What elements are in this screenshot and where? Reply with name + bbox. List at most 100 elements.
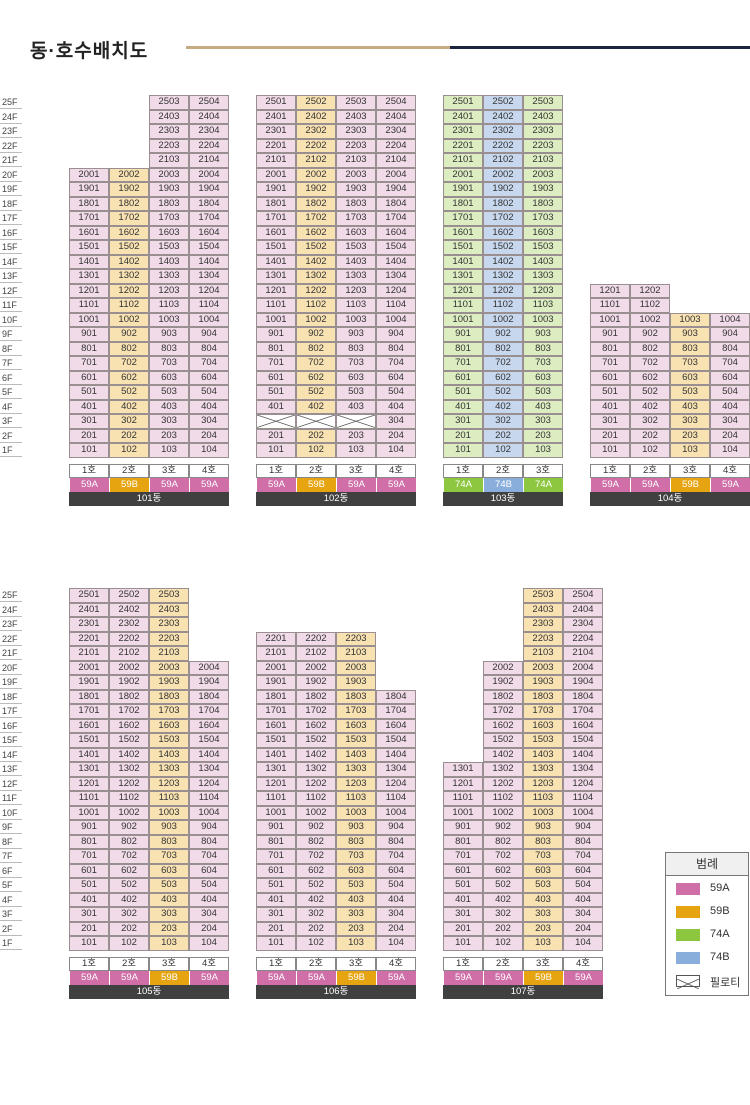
unit-cell: 901 (443, 820, 483, 835)
unit-cell: 2004 (376, 167, 416, 182)
unit-cell: 904 (189, 820, 229, 835)
unit-cell: 2504 (189, 95, 229, 110)
unit-cell: 701 (256, 356, 296, 371)
unit-cell: 204 (376, 921, 416, 936)
unit-cell: 104 (189, 936, 229, 951)
unit-cell: 1404 (189, 747, 229, 762)
line-label: 4호 (189, 463, 229, 478)
unit-cell: 1303 (149, 762, 189, 777)
unit-cell: 801 (590, 341, 630, 356)
unit-cell: 1103 (523, 298, 563, 313)
unit-cell: 1402 (109, 254, 149, 269)
unit-cell: 2001 (443, 167, 483, 182)
unit-cell: 1202 (483, 776, 523, 791)
unit-cell: 2503 (149, 95, 189, 110)
line-label: 1호 (443, 956, 483, 971)
unit-cell: 2203 (336, 138, 376, 153)
legend-swatch (676, 929, 700, 941)
unit-cell: 2503 (523, 95, 563, 110)
unit-cell: 1502 (109, 240, 149, 255)
unit-cell: 2203 (149, 631, 189, 646)
unit-cell: 1304 (563, 762, 603, 777)
unit-cell: 804 (376, 834, 416, 849)
unit-cell: 904 (376, 327, 416, 342)
line-label: 1호 (590, 463, 630, 478)
unit-cell: 1102 (296, 791, 336, 806)
unit-cell: 2101 (256, 153, 296, 168)
piloti-cross-icon (676, 975, 700, 990)
unit-cell: 1003 (336, 312, 376, 327)
line-label: 3호 (670, 463, 710, 478)
unit-cell: 101 (69, 443, 109, 458)
unit-cell: 501 (590, 385, 630, 400)
unit-cell: 1501 (69, 240, 109, 255)
unit-cell: 703 (149, 849, 189, 864)
unit-cell: 2403 (336, 109, 376, 124)
unit-cell: 704 (376, 356, 416, 371)
unit-cell: 2302 (483, 124, 523, 139)
unit-cell: 1802 (109, 689, 149, 704)
line-type-badge: 74A (443, 477, 483, 492)
unit-cell: 1303 (336, 762, 376, 777)
floor-label: 3F (0, 907, 22, 921)
unit-cell: 2301 (256, 124, 296, 139)
building-name: 102동 (256, 491, 416, 506)
unit-cell: 2002 (296, 167, 336, 182)
unit-cell: 2402 (483, 109, 523, 124)
unit-cell: 1202 (296, 776, 336, 791)
unit-cell: 1404 (376, 747, 416, 762)
unit-cell: 1001 (590, 312, 630, 327)
unit-cell: 102 (296, 443, 336, 458)
line-label: 1호 (256, 463, 296, 478)
unit-cell: 1303 (336, 269, 376, 284)
floor-label: 4F (0, 400, 22, 414)
unit-cell: 1503 (336, 733, 376, 748)
unit-cell: 604 (710, 370, 750, 385)
legend-label: 74A (710, 928, 730, 940)
unit-cell: 2202 (296, 138, 336, 153)
line-type-badge: 59A (109, 970, 149, 985)
unit-cell: 703 (670, 356, 710, 371)
unit-cell: 1504 (563, 733, 603, 748)
unit-cell: 2203 (523, 138, 563, 153)
unit-cell: 903 (149, 327, 189, 342)
floor-label: 18F (0, 690, 22, 704)
unit-cell: 202 (483, 428, 523, 443)
unit-cell: 401 (443, 892, 483, 907)
unit-cell: 1701 (69, 704, 109, 719)
unit-cell: 803 (149, 834, 189, 849)
floor-label: 1F (0, 936, 22, 950)
unit-cell: 1901 (69, 182, 109, 197)
unit-cell: 2201 (69, 631, 109, 646)
unit-cell: 1403 (336, 254, 376, 269)
unit-cell: 1701 (443, 211, 483, 226)
unit-cell: 1902 (483, 182, 523, 197)
unit-cell: 1804 (189, 689, 229, 704)
unit-cell: 1604 (563, 718, 603, 733)
unit-cell: 2504 (376, 95, 416, 110)
unit-cell: 2201 (443, 138, 483, 153)
unit-cell: 1903 (336, 675, 376, 690)
unit-cell: 1004 (563, 805, 603, 820)
unit-cell: 303 (523, 414, 563, 429)
unit-cell: 1104 (563, 791, 603, 806)
unit-cell: 202 (296, 428, 336, 443)
unit-cell: 603 (670, 370, 710, 385)
legend-swatch (676, 906, 700, 918)
unit-cell: 1002 (296, 805, 336, 820)
unit-cell: 1302 (296, 269, 336, 284)
unit-cell: 703 (523, 356, 563, 371)
unit-cell: 2001 (256, 167, 296, 182)
unit-cell: 502 (483, 878, 523, 893)
unit-cell: 1703 (336, 704, 376, 719)
line-type-badge: 59A (189, 970, 229, 985)
unit-cell: 802 (109, 341, 149, 356)
line-type-badge: 59A (563, 970, 603, 985)
unit-cell: 1302 (296, 762, 336, 777)
unit-cell: 104 (710, 443, 750, 458)
unit-cell: 1304 (189, 269, 229, 284)
unit-cell: 501 (256, 878, 296, 893)
unit-cell: 1201 (256, 776, 296, 791)
unit-cell: 1102 (109, 298, 149, 313)
legend-item: 필로티 (676, 975, 746, 990)
